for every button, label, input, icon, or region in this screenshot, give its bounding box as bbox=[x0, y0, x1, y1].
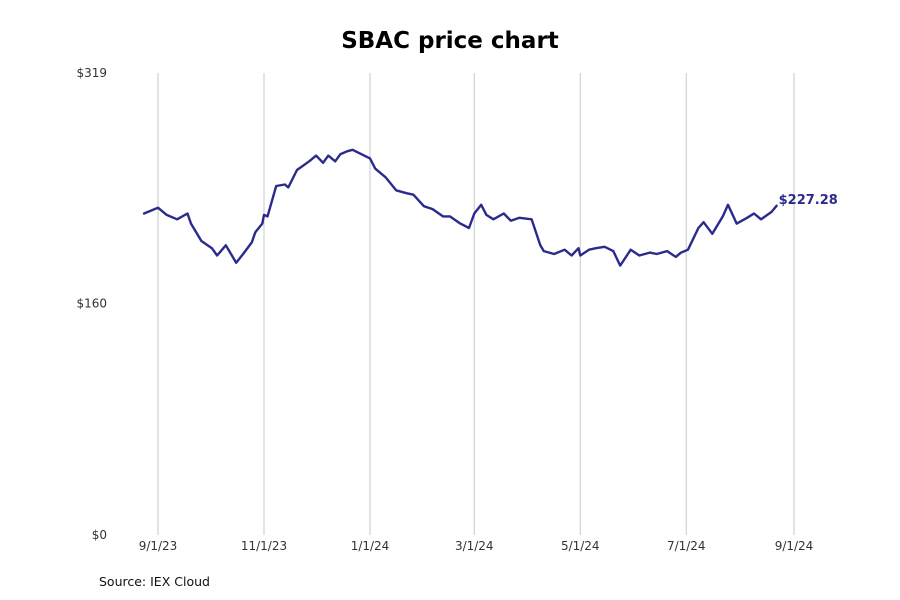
x-tick-label: 11/1/23 bbox=[241, 539, 287, 553]
x-tick-label: 3/1/24 bbox=[455, 539, 494, 553]
y-tick-label: $0 bbox=[92, 528, 107, 542]
x-axis: 9/1/23 11/1/23 1/1/24 3/1/24 5/1/24 7/1/24 9/1… bbox=[139, 539, 814, 553]
y-axis: $0 $160 $319 bbox=[76, 66, 107, 542]
last-price-annotation: $227.28 bbox=[779, 193, 838, 208]
grid-lines bbox=[157, 73, 795, 535]
y-tick-label: $319 bbox=[76, 66, 107, 80]
y-tick-label: $160 bbox=[76, 296, 107, 310]
x-tick-label: 9/1/23 bbox=[139, 539, 178, 553]
x-tick-label: 9/1/24 bbox=[775, 539, 814, 553]
x-tick-label: 5/1/24 bbox=[561, 539, 600, 553]
x-tick-label: 1/1/24 bbox=[351, 539, 390, 553]
last-price-label: $227.28 bbox=[779, 193, 838, 208]
source-note: Source: IEX Cloud bbox=[99, 574, 210, 589]
price-line bbox=[142, 148, 778, 267]
x-tick-label: 7/1/24 bbox=[667, 539, 706, 553]
price-series bbox=[142, 148, 778, 267]
chart-title: SBAC price chart bbox=[341, 28, 559, 54]
